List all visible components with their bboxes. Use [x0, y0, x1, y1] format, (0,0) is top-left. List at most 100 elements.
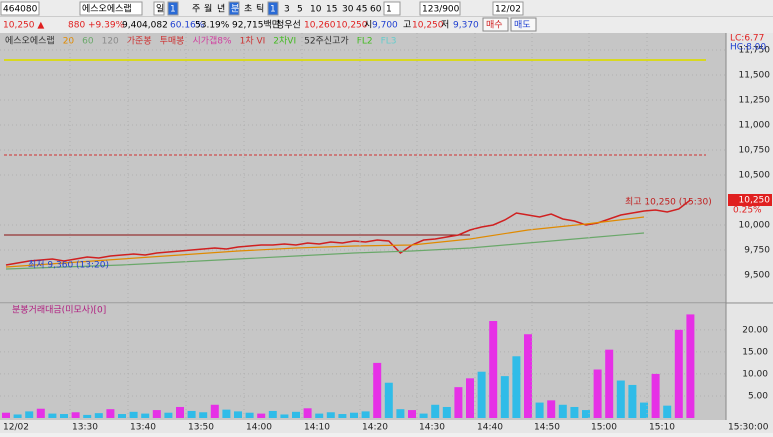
y-tick-label: 5.00: [748, 391, 768, 401]
toolbar-item[interactable]: 분: [231, 4, 239, 15]
toolbar-item[interactable]: 일: [156, 4, 164, 15]
moving-average: [5, 216, 645, 268]
volume-bar: [234, 411, 242, 418]
toolbar-item[interactable]: 월: [204, 3, 212, 15]
toolbar-field[interactable]: [267, 1, 279, 16]
toolbar-item[interactable]: 3: [284, 5, 290, 15]
toolbar-field[interactable]: [79, 1, 143, 16]
volume-bar: [338, 414, 347, 418]
volume-bar: [454, 387, 463, 418]
toolbar-item[interactable]: 초: [244, 4, 252, 15]
x-tick-label: 13:40: [130, 423, 156, 433]
volume-bar: [71, 412, 80, 418]
volume-bar: [384, 382, 393, 418]
volume-bar: [535, 402, 544, 418]
toolbar-item[interactable]: 1: [386, 5, 392, 15]
quote-item: 10,250: [336, 21, 368, 31]
x-tick-label: 14:40: [477, 423, 503, 433]
x-tick-label: 14:10: [304, 423, 330, 433]
volume-bar: [558, 404, 567, 418]
toolbar-field[interactable]: [492, 1, 524, 16]
y-tick-label: 20.00: [742, 325, 768, 335]
legend-item: FL2: [357, 37, 373, 47]
volume-bar: [442, 406, 451, 418]
y-tick-label: 10.00: [742, 369, 768, 379]
quote-item: 92,715백만: [232, 20, 280, 31]
volume-bar: [257, 413, 266, 418]
y-tick-label: 11,750: [739, 46, 771, 56]
volume-bar: [280, 414, 289, 418]
toolbar-item[interactable]: 12/02: [495, 5, 521, 15]
legend-item: 가준봉: [127, 36, 152, 47]
toolbar-field[interactable]: [153, 1, 165, 16]
quote-item: 10,250: [412, 21, 444, 31]
volume-bar: [431, 404, 440, 418]
legend-item: 에스오에스랩: [5, 35, 55, 47]
toolbar-field[interactable]: [228, 1, 240, 16]
quote-item: 10,260: [304, 21, 336, 31]
toolbar-item[interactable]: 1: [270, 5, 276, 15]
volume-bar: [489, 321, 498, 418]
toolbar-item[interactable]: 464080: [3, 5, 38, 15]
toolbar-item[interactable]: 10: [310, 5, 322, 15]
quote-item: 시: [364, 20, 372, 31]
volume-bar: [210, 404, 219, 418]
time-axis-bg: [0, 420, 773, 433]
order-button-label[interactable]: 매수: [486, 20, 503, 31]
volume-bar: [408, 410, 416, 418]
volume-bar: [118, 414, 126, 418]
y-tick-label: 11,000: [739, 121, 771, 131]
volume-bar: [199, 412, 208, 418]
toolbar-item[interactable]: 15: [326, 5, 337, 15]
quote-item: 9,404,082: [122, 21, 168, 31]
toolbar-item[interactable]: 30: [342, 5, 354, 15]
volume-bar: [315, 413, 324, 418]
volume-bar: [152, 410, 161, 418]
order-button-label[interactable]: 매도: [514, 20, 531, 31]
order-button[interactable]: [510, 17, 537, 32]
volume-bar: [651, 373, 660, 418]
volume-bar: [176, 406, 184, 418]
toolbar-field[interactable]: [0, 1, 40, 16]
order-button[interactable]: [482, 17, 509, 32]
volume-bar: [60, 414, 68, 418]
x-tick-label: 12/02: [3, 423, 29, 433]
x-tick-label: 13:50: [188, 423, 214, 433]
x-tick-label: 15:30:00: [728, 423, 769, 433]
volume-bar: [605, 349, 614, 418]
toolbar-item[interactable]: 5: [297, 5, 303, 15]
toolbar-item[interactable]: 틱: [256, 3, 264, 15]
price-line: [5, 199, 691, 266]
volume-bar: [164, 412, 173, 418]
toolbar-item[interactable]: 년: [217, 4, 225, 15]
quote-item: 53.19%: [195, 21, 230, 31]
legend-item: 1차 VI: [240, 35, 266, 47]
toolbar-field[interactable]: [167, 1, 179, 16]
legend-item: 52주신고가: [304, 36, 349, 47]
volume-bar: [350, 412, 358, 418]
volume-bar: [83, 414, 92, 418]
toolbar-item[interactable]: 에스오에스랩: [82, 3, 132, 15]
toolbar-item[interactable]: 1: [170, 5, 176, 15]
toolbar-field[interactable]: [383, 1, 401, 16]
toolbar-item[interactable]: 주: [192, 4, 200, 15]
volume-bar: [674, 329, 683, 418]
volume-bar: [129, 411, 138, 418]
volume-bar: [94, 413, 103, 418]
current-price-label: 10,250: [739, 196, 771, 206]
change-label: 0.25%: [733, 206, 762, 216]
toolbar-item[interactable]: 123/900: [422, 5, 460, 15]
lc-label: LC:6.77: [730, 34, 764, 44]
volume-bar: [187, 410, 196, 418]
toolbar-item[interactable]: 60: [370, 5, 382, 15]
price-panel: [0, 33, 726, 303]
x-tick-label: 15:00: [591, 423, 617, 433]
toolbar-field[interactable]: [419, 1, 461, 16]
volume-bar: [373, 362, 382, 418]
toolbar-item[interactable]: 45: [356, 5, 367, 15]
x-tick-label: 14:00: [246, 423, 272, 433]
legend-item: 투매봉: [160, 36, 185, 47]
x-tick-label: 14:20: [362, 423, 388, 433]
legend-item: 2차VI: [273, 35, 296, 47]
